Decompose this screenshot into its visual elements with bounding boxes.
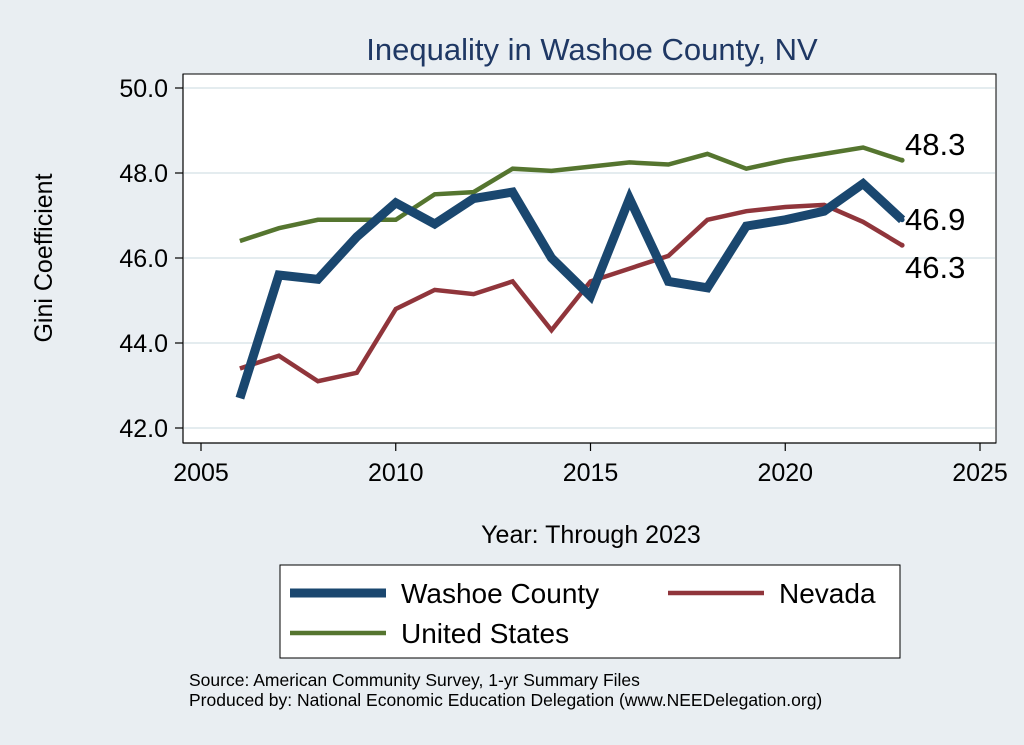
y-tick-label: 46.0 [119,245,168,273]
x-tick-label: 2010 [368,459,424,487]
end-label-united-states: 48.3 [905,127,965,162]
series-line-washoe [235,177,906,400]
series-end-point [899,217,905,223]
y-tick-label: 48.0 [119,160,168,188]
end-label-nevada: 46.3 [905,250,965,285]
y-tick-label: 50.0 [119,75,168,103]
series-line-nevada [239,202,904,384]
x-tick-label: 2015 [563,459,619,487]
y-tick-label: 42.0 [119,415,168,443]
chart-title: Inequality in Washoe County, NV [366,32,818,67]
series-line-united-states [239,145,903,244]
x-axis-title: Year: Through 2023 [481,521,701,549]
y-axis-title: Gini Coefficient [30,173,58,342]
axes: 42.0 44.0 46.0 48.0 50.0 2005 2010 2015 2020 2025 [119,74,1008,487]
legend-box [279,564,901,659]
x-tick-label: 2020 [757,459,813,487]
x-tick-label: 2025 [952,459,1008,487]
legend: Washoe County Nevada United States [279,564,901,659]
legend-label-united-states: United States [401,618,569,649]
source-note: Source: American Community Survey, 1-yr … [189,670,640,690]
grid-lines [184,87,995,429]
producer-note: Produced by: National Economic Education… [189,690,822,710]
series-end-point [899,242,905,248]
legend-label-nevada: Nevada [779,578,876,609]
y-tick-label: 44.0 [119,330,168,358]
series-end-point [899,157,905,163]
end-label-washoe: 46.9 [905,202,965,237]
legend-label-washoe: Washoe County [401,578,599,609]
x-tick-label: 2005 [173,459,229,487]
series-lines [235,145,906,400]
